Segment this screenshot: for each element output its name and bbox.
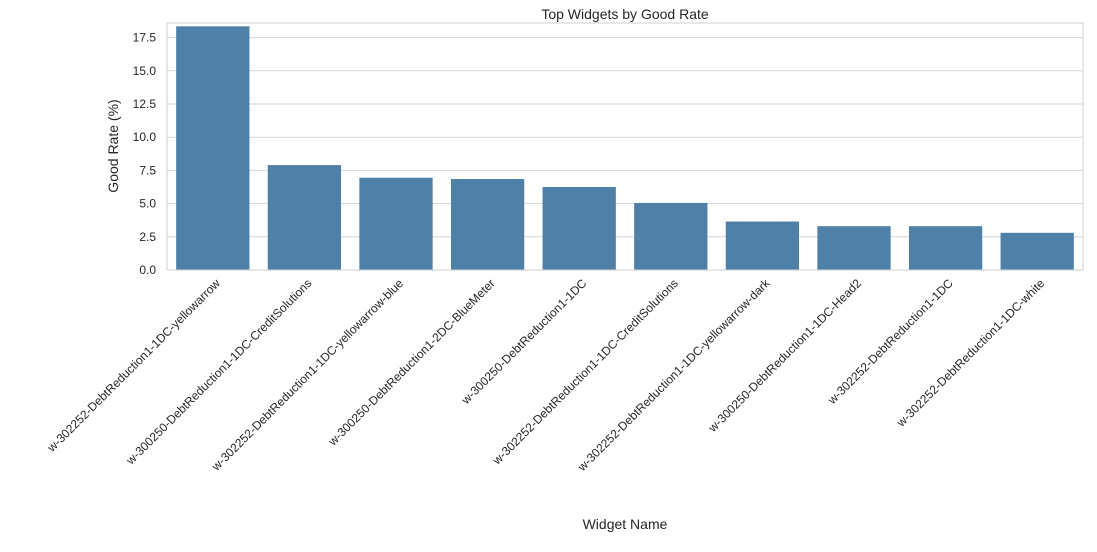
chart-title: Top Widgets by Good Rate xyxy=(541,6,709,22)
y-tick-label: 2.5 xyxy=(139,230,156,244)
bar xyxy=(634,202,708,270)
y-tick-label: 12.5 xyxy=(133,97,157,111)
bar xyxy=(450,179,525,270)
y-tick-labels: 0.0 2.5 5.0 7.5 10.0 12.5 15.0 17.5 xyxy=(133,31,157,277)
y-tick-label: 17.5 xyxy=(133,31,157,45)
x-tick-label: w-300250-DebtReduction1-1DC-Head2 xyxy=(705,276,864,435)
bar xyxy=(267,165,342,270)
bar xyxy=(725,221,800,270)
bar xyxy=(817,226,891,270)
bar xyxy=(1000,232,1074,270)
bar xyxy=(176,26,250,271)
y-axis-label: Good Rate (%) xyxy=(105,99,121,192)
bars xyxy=(176,26,1074,271)
x-tick-labels: w-302252-DebtReduction1-1DC-yellowarroww… xyxy=(44,276,1048,475)
y-tick-label: 0.0 xyxy=(139,263,156,277)
x-tick-label: w-302252-DebtReduction1-1DC-white xyxy=(893,276,1047,430)
x-tick-label: w-302252-DebtReduction1-1DC-yellowarrow xyxy=(44,276,223,455)
y-tick-label: 7.5 xyxy=(139,163,156,177)
x-tick-label: w-302252-DebtReduction1-1DC-yellowarrow-… xyxy=(574,276,773,475)
bar xyxy=(359,177,433,270)
x-tick-label: w-302252-DebtReduction1-1DC-yellowarrow-… xyxy=(208,276,406,474)
y-tick-label: 5.0 xyxy=(139,197,156,211)
y-tick-label: 10.0 xyxy=(133,130,157,144)
x-tick-label: w-302252-DebtReduction1-1DC-CreditSoluti… xyxy=(489,276,681,468)
x-tick-label: w-300250-DebtReduction1-2DC-BlueMeter xyxy=(325,276,498,449)
bar xyxy=(542,187,616,270)
plot-frame xyxy=(166,22,1084,271)
y-tick-label: 15.0 xyxy=(133,64,157,78)
x-tick-label: w-300250-DebtReduction1-1DC-CreditSoluti… xyxy=(123,276,315,468)
bar xyxy=(908,226,983,270)
x-axis-label: Widget Name xyxy=(583,516,668,532)
